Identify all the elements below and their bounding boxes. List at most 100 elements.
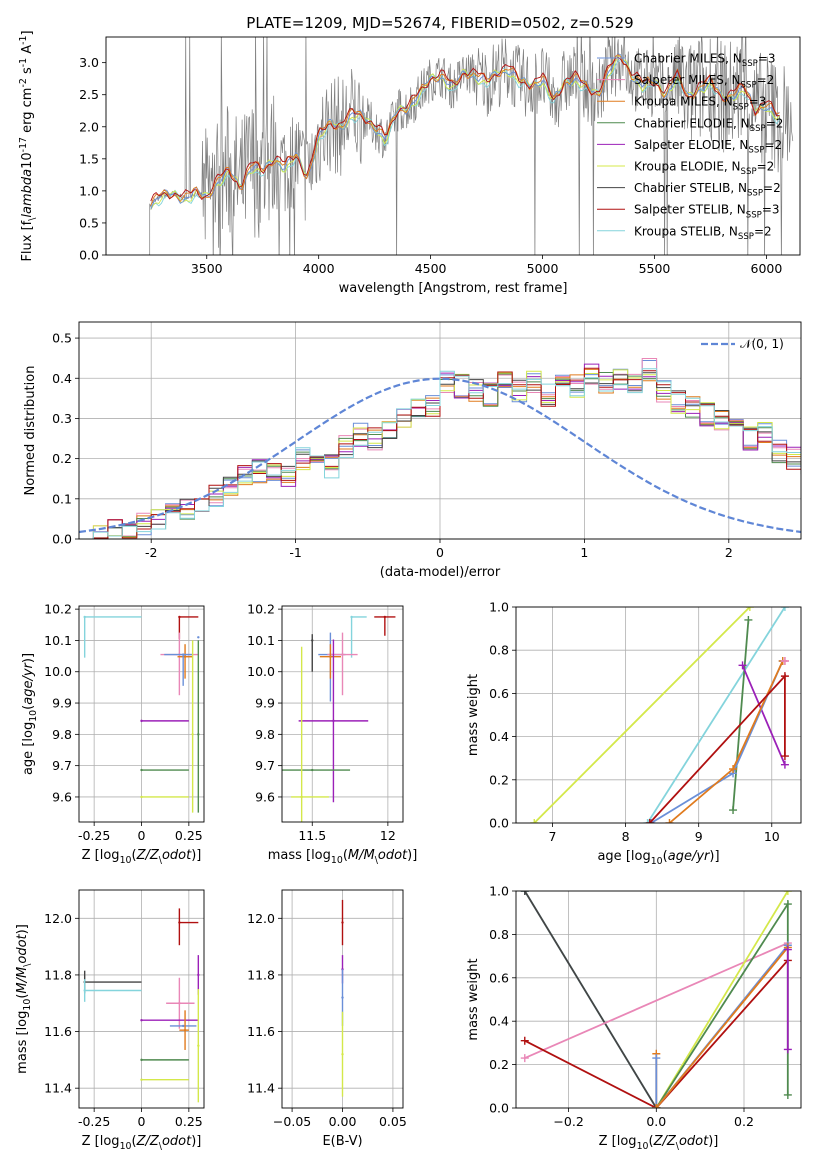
data-point	[178, 921, 181, 924]
x-tick-label: −0.05	[273, 1114, 311, 1129]
label-fragment: \	[159, 1141, 163, 1152]
plus-marker	[729, 765, 738, 773]
label-fragment: (	[15, 994, 30, 999]
label-fragment: =2	[763, 181, 781, 195]
x-tick-label: 0	[436, 545, 444, 560]
data-point	[350, 615, 353, 619]
label-fragment: Chabrier MILES, N	[634, 52, 742, 66]
x-axis-label: age [log10(age/yr)]	[597, 849, 719, 867]
panel-age-vs-mass: 11.5 12 9.6 9.7 9.8 9.9 10.0 10.1 10.2 mass [log1…	[247, 602, 417, 866]
weight-line	[655, 891, 789, 1108]
data-point	[83, 989, 86, 992]
data-point	[191, 733, 194, 736]
legend-entry: Chabrier MILES, NSSP=3	[634, 52, 776, 70]
data-point	[140, 1078, 143, 1081]
plus-marker	[520, 1036, 529, 1045]
label-fragment: \	[159, 855, 163, 866]
label-fragment: (	[132, 1134, 137, 1149]
plus-marker	[780, 752, 789, 761]
label-fragment: odot	[679, 1134, 709, 1149]
y-tick-label: 0.6	[489, 686, 509, 701]
label-fragment: )]	[15, 924, 30, 934]
y-tick-label: 12.0	[247, 911, 275, 926]
label-fragment: (	[663, 849, 668, 864]
y-tick-label: 0.5	[52, 331, 72, 346]
error-marker	[350, 615, 367, 658]
error-marker	[298, 639, 369, 803]
axes-frame	[78, 605, 205, 823]
y-tick-label: 10.1	[44, 633, 72, 648]
label-fragment: Kroupa STELIB, N	[634, 224, 738, 238]
plus-marker	[520, 891, 529, 895]
legend-entry: Chabrier ELODIE, NSSP=2	[634, 116, 783, 134]
y-tick-label: 11.4	[44, 1081, 72, 1096]
y-tick-label: 0.4	[489, 1014, 509, 1029]
axes-frame	[78, 321, 802, 540]
label-fragment: Z/Z	[136, 848, 160, 863]
label-fragment: Z [log	[82, 848, 120, 863]
y-tick-label: 0.4	[489, 729, 509, 744]
y-tick-label: 1.0	[489, 884, 509, 899]
legend-entry: Kroupa MILES, NSSP=3	[634, 95, 766, 113]
x-tick-label: 6000	[751, 261, 783, 276]
x-axis-label: mass [log10(M/M\odot)]	[268, 848, 418, 866]
error-marker	[83, 615, 142, 658]
label-fragment: )]	[709, 849, 719, 864]
data-point	[140, 1019, 143, 1022]
label-fragment: SSP	[748, 146, 764, 156]
y-tick-label: 9.6	[52, 789, 72, 804]
label-fragment: odot	[162, 848, 192, 863]
label-fragment: Normed distribution	[23, 366, 38, 496]
plot-area-weight-vs-age	[530, 607, 789, 823]
label-fragment: odot	[162, 1134, 192, 1149]
error-marker	[169, 1024, 197, 1028]
error-marker	[191, 640, 194, 813]
label-fragment: =2	[766, 116, 784, 130]
label-fragment: )]	[191, 848, 201, 863]
error-marker	[140, 1078, 189, 1081]
error-marker	[341, 1011, 344, 1097]
model-line	[150, 55, 780, 211]
label-fragment: SSP	[747, 189, 763, 199]
data-point	[197, 733, 200, 736]
data-point	[341, 1053, 344, 1056]
axes-frame	[78, 889, 205, 1109]
plus-marker	[780, 760, 789, 769]
error-marker	[327, 632, 358, 696]
error-marker	[282, 768, 351, 772]
label-fragment: odot	[378, 848, 408, 863]
data-point	[183, 1028, 187, 1032]
y-tick-label: 2.0	[79, 119, 99, 134]
normal-curve	[79, 377, 801, 534]
x-axis-label: (data-model)/error	[380, 565, 501, 580]
label-fragment: 10	[20, 152, 35, 169]
error-marker	[341, 899, 344, 946]
label-fragment: Z [log	[599, 1134, 637, 1149]
error-marker	[178, 908, 199, 946]
y-tick-label: 9.8	[255, 727, 275, 742]
data-point	[140, 768, 143, 772]
x-tick-label: 1	[580, 545, 588, 560]
label-fragment: Flux [f	[20, 220, 35, 261]
y-tick-label: 11.8	[247, 967, 275, 982]
y-tick-label: 1.0	[489, 600, 509, 615]
data-point	[197, 636, 200, 639]
label-fragment: SSP	[738, 232, 754, 242]
y-tick-label: 3.0	[79, 55, 99, 70]
label-fragment: age/yr	[668, 849, 711, 864]
error-marker	[311, 634, 314, 672]
label-fragment: =3	[762, 203, 780, 217]
y-tick-label: 10.2	[44, 602, 72, 617]
error-marker	[178, 615, 199, 639]
label-fragment: (	[343, 848, 348, 863]
plus-marker	[783, 1090, 792, 1099]
label-fragment: SSP	[750, 124, 766, 134]
legend-entry: Kroupa ELODIE, NSSP=2	[634, 160, 774, 178]
label-fragment: Salpeter ELODIE, N	[634, 138, 748, 152]
x-tick-label: 7	[549, 829, 557, 844]
data-point	[311, 639, 314, 642]
plot-area-residuals	[79, 358, 801, 539]
data-point	[197, 973, 200, 977]
